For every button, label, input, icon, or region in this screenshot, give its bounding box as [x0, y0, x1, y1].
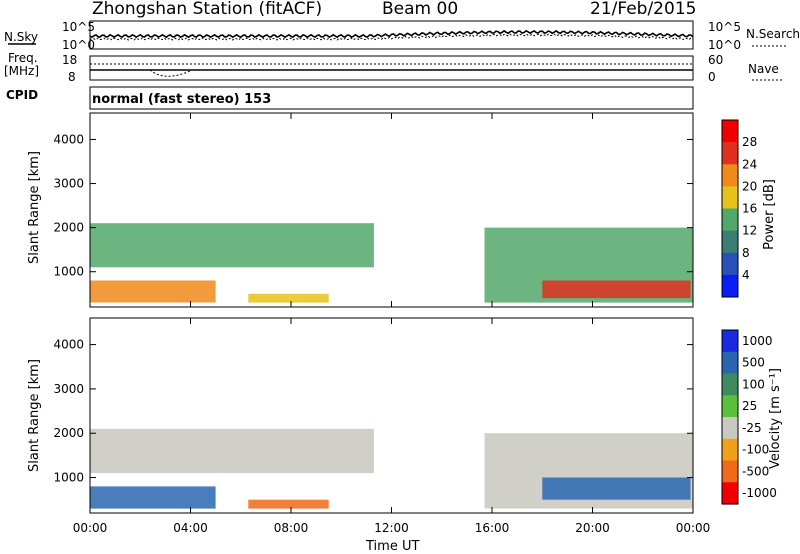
noise-sky-label: N.Sky	[4, 30, 39, 44]
echo-region	[248, 499, 329, 509]
colorbar-swatch	[722, 186, 738, 209]
y-tick-label: 1000	[53, 471, 84, 485]
freq-panel-frame	[89, 55, 694, 81]
echo-region	[542, 280, 691, 299]
noise-top-tick-left: 10^5	[62, 20, 95, 34]
colorbar-tick-label: 8	[742, 246, 750, 260]
cpid-label: CPID	[6, 88, 39, 102]
colorbar-tick-label: -500	[742, 464, 769, 478]
noise-search-label: N.Search	[746, 27, 800, 41]
echo-region	[90, 280, 216, 303]
nave-tick-high: 60	[708, 53, 724, 67]
freq-dip	[149, 69, 191, 77]
nave-label: Nave	[748, 62, 779, 76]
colorbar-swatch	[722, 351, 738, 375]
x-tick-label: 08:00	[274, 521, 309, 535]
beam-label: Beam 00	[382, 0, 459, 19]
echo-region	[90, 223, 374, 268]
echo-region	[90, 486, 216, 509]
colorbar-tick-label: 20	[742, 179, 757, 193]
colorbar-swatch	[722, 417, 738, 440]
colorbar-frame	[721, 329, 739, 505]
y-tick-label: 1000	[53, 265, 84, 279]
colorbar-tick-label: 1000	[742, 334, 773, 348]
colorbar-swatch	[722, 230, 738, 254]
echo-region	[248, 293, 329, 303]
nave-tick-low: 0	[708, 70, 716, 84]
x-axis-label: Time UT	[366, 539, 420, 554]
noise-bottom-tick-left: 10^0	[62, 38, 95, 52]
noise-sky-trace	[89, 29, 694, 39]
colorbar-swatch	[722, 120, 738, 143]
station-title: Zhongshan Station (fitACF)	[92, 0, 323, 19]
colorbar-tick-label: 16	[742, 202, 757, 216]
colorbar-swatch	[722, 460, 738, 483]
y-tick-label: 3000	[53, 177, 84, 191]
colorbar-swatch	[722, 208, 738, 232]
colorbar-tick-label: 28	[742, 135, 757, 149]
cpid-text: normal (fast stereo) 153	[92, 92, 272, 107]
echo-region	[90, 428, 374, 474]
noise-traces	[8, 29, 786, 81]
velocity-panel: 1000 2000 3000 4000 1000 500 100 25 -25 -100 -500 -…	[53, 317, 777, 514]
cpid-panel-frame	[89, 86, 694, 110]
colorbar-tick-label: 500	[742, 356, 765, 370]
x-tick-label: 20:00	[575, 521, 610, 535]
colorbar-tick-label: -100	[742, 443, 769, 457]
date-label: 21/Feb/2015	[590, 0, 697, 19]
y-tick-label: 4000	[53, 132, 84, 146]
colorbar-swatch	[722, 142, 738, 165]
colorbar-frame	[721, 119, 739, 298]
colorbar-swatch	[722, 438, 738, 462]
colorbar-tick-label: -1000	[742, 486, 777, 500]
noise-bottom-tick-right: 10^0	[708, 38, 741, 52]
x-tick-label: 12:00	[374, 521, 409, 535]
power-panel: 1000 2000 3000 4000 4 8 12 16 20 24 28	[53, 112, 757, 308]
noise-search-trace	[89, 33, 694, 41]
colorbar-tick-label: 24	[742, 157, 757, 171]
colorbar-swatch	[722, 330, 738, 353]
colorbar-swatch	[722, 395, 738, 418]
colorbar-swatch	[722, 164, 738, 187]
y-tick-label: 4000	[53, 338, 84, 352]
colorbar-tick-label: 100	[742, 377, 765, 391]
freq-label-line2: [MHz]	[4, 64, 40, 78]
colorbar-swatch	[722, 482, 738, 505]
noise-top-tick-right: 10^5	[708, 20, 741, 34]
colorbar-swatch	[722, 274, 738, 298]
freq-tick-low: 8	[68, 70, 76, 84]
freq-label-line1: Freq.	[8, 51, 38, 65]
freq-tick-high: 18	[62, 53, 78, 67]
colorbar-tick-label: -25	[742, 421, 762, 435]
colorbar-tick-label: 4	[742, 268, 750, 282]
y-tick-label: 3000	[53, 382, 84, 396]
noise-panel-frame	[89, 20, 694, 50]
colorbar-swatch	[722, 252, 738, 276]
colorbar-tick-label: 12	[742, 224, 757, 238]
x-tick-label: 00:00	[73, 521, 108, 535]
x-tick-label: 04:00	[173, 521, 208, 535]
y-tick-label: 2000	[53, 221, 84, 235]
colorbar-swatch	[722, 373, 738, 396]
echo-region	[542, 477, 691, 500]
colorbar-tick-label: 25	[742, 399, 757, 413]
x-tick-label: 00:00	[676, 521, 711, 535]
x-tick-label: 16:00	[475, 521, 510, 535]
y-tick-label: 2000	[53, 426, 84, 440]
